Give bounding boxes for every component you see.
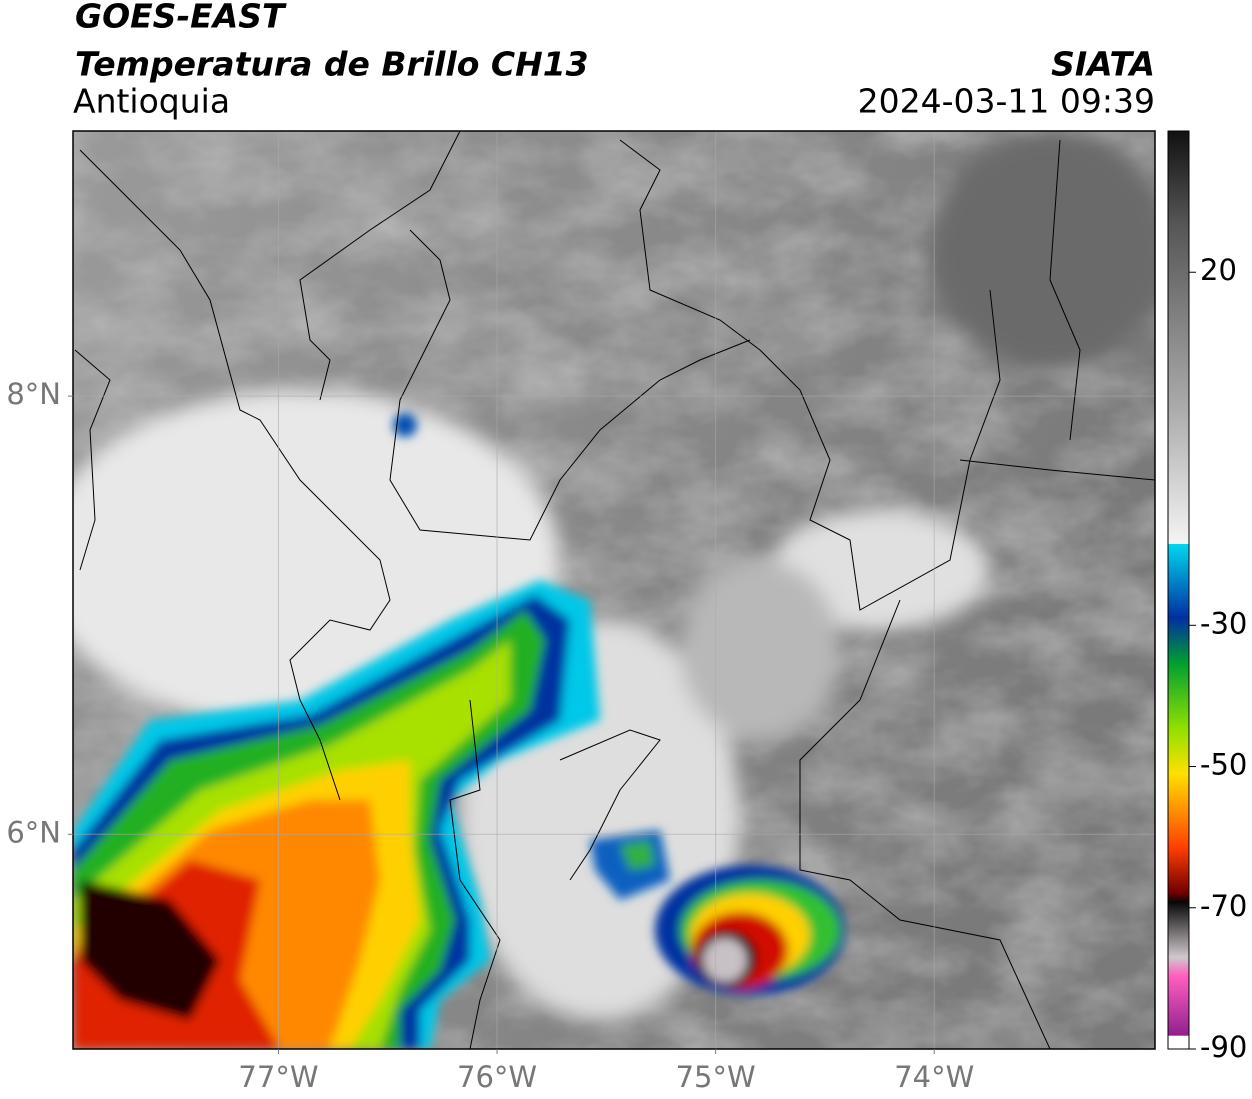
- header: GOES-EAST Temperatura de Brillo CH13 Ant…: [73, 0, 1155, 121]
- colorbar-tick-label: 20: [1200, 253, 1237, 287]
- colorbar-tick-label: -30: [1200, 606, 1247, 640]
- region: Antioquia: [73, 82, 230, 121]
- colorbar-tick-label: -50: [1200, 748, 1247, 782]
- subtitle: Temperatura de Brillo CH13: [75, 45, 589, 84]
- y-tick-label: 6°N: [6, 815, 61, 849]
- colorbar-tick-label: -70: [1200, 889, 1247, 923]
- x-tick-label: 75°W: [676, 1060, 756, 1094]
- colorbar: [1167, 130, 1190, 1050]
- grid: [73, 131, 1155, 1049]
- source: SIATA: [1051, 45, 1155, 84]
- map-frame: [72, 130, 1156, 1050]
- satellite-image: [73, 131, 1155, 1049]
- colorbar-tick-label: -90: [1200, 1030, 1247, 1064]
- x-tick-label: 76°W: [457, 1060, 537, 1094]
- x-tick-label: 74°W: [894, 1060, 974, 1094]
- y-tick-label: 8°N: [6, 377, 61, 411]
- title: GOES-EAST: [75, 0, 287, 36]
- borders: [74, 131, 1155, 1049]
- x-tick-label: 77°W: [238, 1060, 318, 1094]
- datetime: 2024-03-11 09:39: [858, 82, 1155, 121]
